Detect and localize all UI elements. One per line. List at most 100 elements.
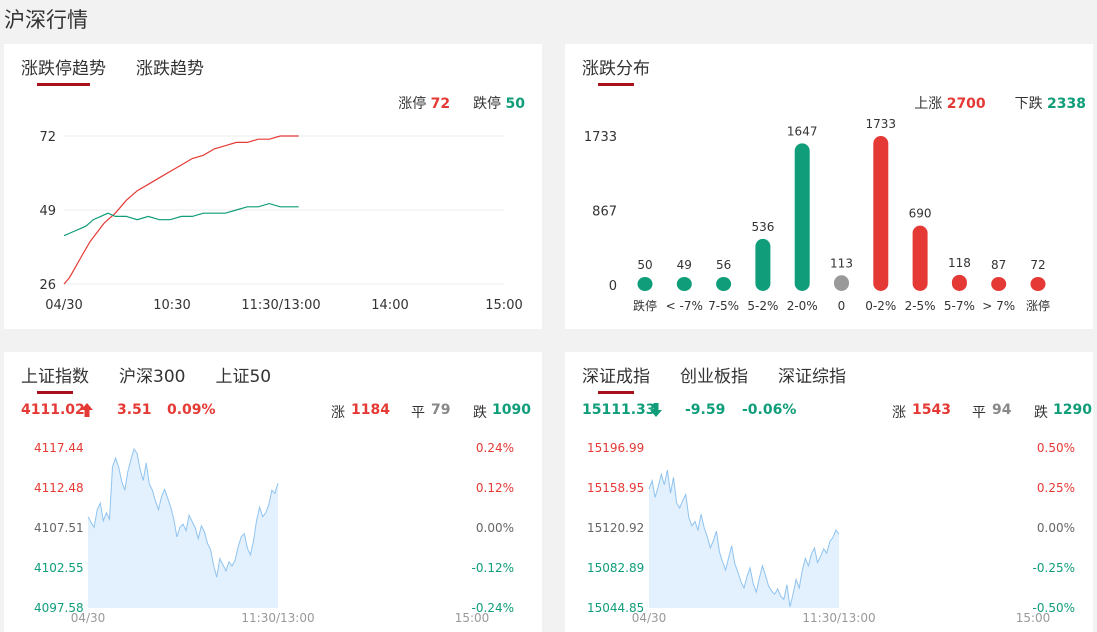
y-tick-label: 0 [609,279,617,294]
tab-limit-trend[interactable]: 涨跌停趋势 [21,54,106,86]
tab-sse50[interactable]: 上证50 [215,367,272,387]
distribution-stats: 上涨 2700 下跌 2338 [914,93,1086,113]
sz-up-label: 涨 [892,405,906,421]
sz-flat-value: 94 [992,402,1012,418]
sz-index-chart: 15196.99 15158.95 15120.92 15082.89 15044.85… [587,441,1075,625]
y-tick-label: 72 [39,130,56,145]
sz-quote-row: 15111.33 -9.59 -0.06% 涨 1543 平 94 跌 1290 [582,402,1092,422]
tab-sz-component[interactable]: 深证成指 [582,362,650,394]
tab-distribution[interactable]: 涨跌分布 [582,54,650,86]
sh-down-value: 1090 [492,402,531,418]
y-tick-label: 4097.58 [34,601,84,615]
sz-up-value: 1543 [912,402,951,418]
distribution-chart: 0 867 1733 50 跌停 49 < -7% 56 7-5% 536 5-2% 1647 2-0%… [584,117,1050,313]
data-label: 1733 [866,117,897,131]
x-tick-label: 0-2% [865,299,896,313]
x-tick-label: 11:30/13:00 [241,611,314,625]
sh-flat-label: 平 [411,405,425,421]
y-tick-label: 26 [39,278,56,293]
sz-index-tabs: 深证成指 创业板指 深证综指 [582,362,876,394]
x-tick-label: 14:00 [371,298,408,313]
sz-change: -9.59 [685,402,726,418]
x-tick-label: 2-5% [905,299,936,313]
tab-rise-fall-trend[interactable]: 涨跌趋势 [136,59,204,79]
bar [834,275,849,291]
limit-down-label: 跌停 [473,96,502,112]
x-tick-label: 涨停 [1026,298,1050,313]
x-tick-label: 7-5% [708,299,739,313]
price-line [648,469,840,607]
data-label: 50 [637,258,652,272]
y-tick-label: 15120.92 [587,521,644,535]
y-tick-pct-label: -0.12% [472,561,514,575]
tab-sz-composite[interactable]: 深证综指 [778,367,846,387]
bar [912,225,928,291]
data-label: 72 [1030,258,1045,272]
y-tick-pct-label: 0.00% [476,521,514,535]
y-tick-pct-label: 0.50% [1037,441,1075,455]
y-tick-pct-label: -0.24% [472,601,514,615]
sz-flat-label: 平 [972,405,986,421]
y-tick-label: 15196.99 [587,441,644,455]
x-tick-label: 5-7% [944,299,975,313]
sh-index-chart: 4117.44 4112.48 4107.51 4102.55 4097.58 0.24%… [34,441,514,625]
data-label: 118 [948,256,971,270]
area-fill [88,449,278,608]
sh-quote-row: 4111.02 3.51 0.09% 涨 1184 平 79 跌 1090 [21,402,531,422]
limit-down-value: 50 [505,96,525,112]
data-label: 1647 [787,124,818,138]
y-tick-pct-label: -0.25% [1033,561,1075,575]
bar [1030,277,1046,291]
x-tick-label: 5-2% [747,299,778,313]
x-tick-label: 04/30 [71,611,106,625]
arrow-down-icon [649,402,663,422]
sh-change: 3.51 [117,402,152,418]
sh-price: 4111.02 [21,402,85,418]
x-tick-label: < -7% [666,299,703,313]
tab-chinext[interactable]: 创业板指 [680,367,748,387]
limit-up-value: 72 [430,96,451,112]
data-label: 87 [991,258,1006,272]
price-line [87,447,279,578]
sh-flat-value: 79 [431,402,451,418]
y-tick-label: 4112.48 [34,481,84,495]
x-tick-label: 11:30/13:00 [241,298,320,313]
y-tick-pct-label: 0.12% [476,481,514,495]
y-tick-pct-label: 0.25% [1037,481,1075,495]
area-fill [649,470,839,608]
sh-index-tabs: 上证指数 沪深300 上证50 [21,362,301,394]
arrow-up-icon [80,402,94,422]
data-label: 113 [830,256,853,270]
y-tick-label: 15044.85 [587,601,644,615]
y-tick-pct-label: 0.24% [476,441,514,455]
bar [755,238,771,291]
bar [676,277,692,291]
y-tick-label: 1733 [584,130,617,145]
page-title: 沪深行情 [4,8,88,32]
bar [991,277,1007,291]
sz-price: 15111.33 [582,402,656,418]
y-tick-label: 4102.55 [34,561,84,575]
sz-down-value: 1290 [1053,402,1092,418]
sz-pct: -0.06% [742,402,797,418]
limit-up-label: 涨停 [398,96,427,112]
bar [873,136,889,291]
limit-trend-chart: 26 49 72 04/30 10:30 11:30/13:00 14:00 15:00 [39,130,522,313]
y-tick-pct-label: 0.00% [1037,521,1075,535]
bar [794,143,810,291]
x-tick-label: 15:00 [485,298,522,313]
x-tick-label: 10:30 [153,298,190,313]
y-tick-label: 867 [592,204,617,219]
distribution-card: 涨跌分布 上涨 2700 下跌 2338 0 867 1733 50 跌停 49 < -7%… [565,44,1093,329]
up-count-label: 上涨 [914,96,943,112]
data-label: 56 [716,258,731,272]
up-count-value: 2700 [946,96,986,112]
tab-csi300[interactable]: 沪深300 [119,367,186,387]
sh-up-value: 1184 [351,402,390,418]
x-tick-label: > 7% [982,299,1015,313]
x-tick-label: 0 [838,299,846,313]
y-tick-label: 15158.95 [587,481,644,495]
sh-down-label: 跌 [473,405,487,421]
series-line [63,202,299,237]
tab-sh-composite[interactable]: 上证指数 [21,362,89,394]
